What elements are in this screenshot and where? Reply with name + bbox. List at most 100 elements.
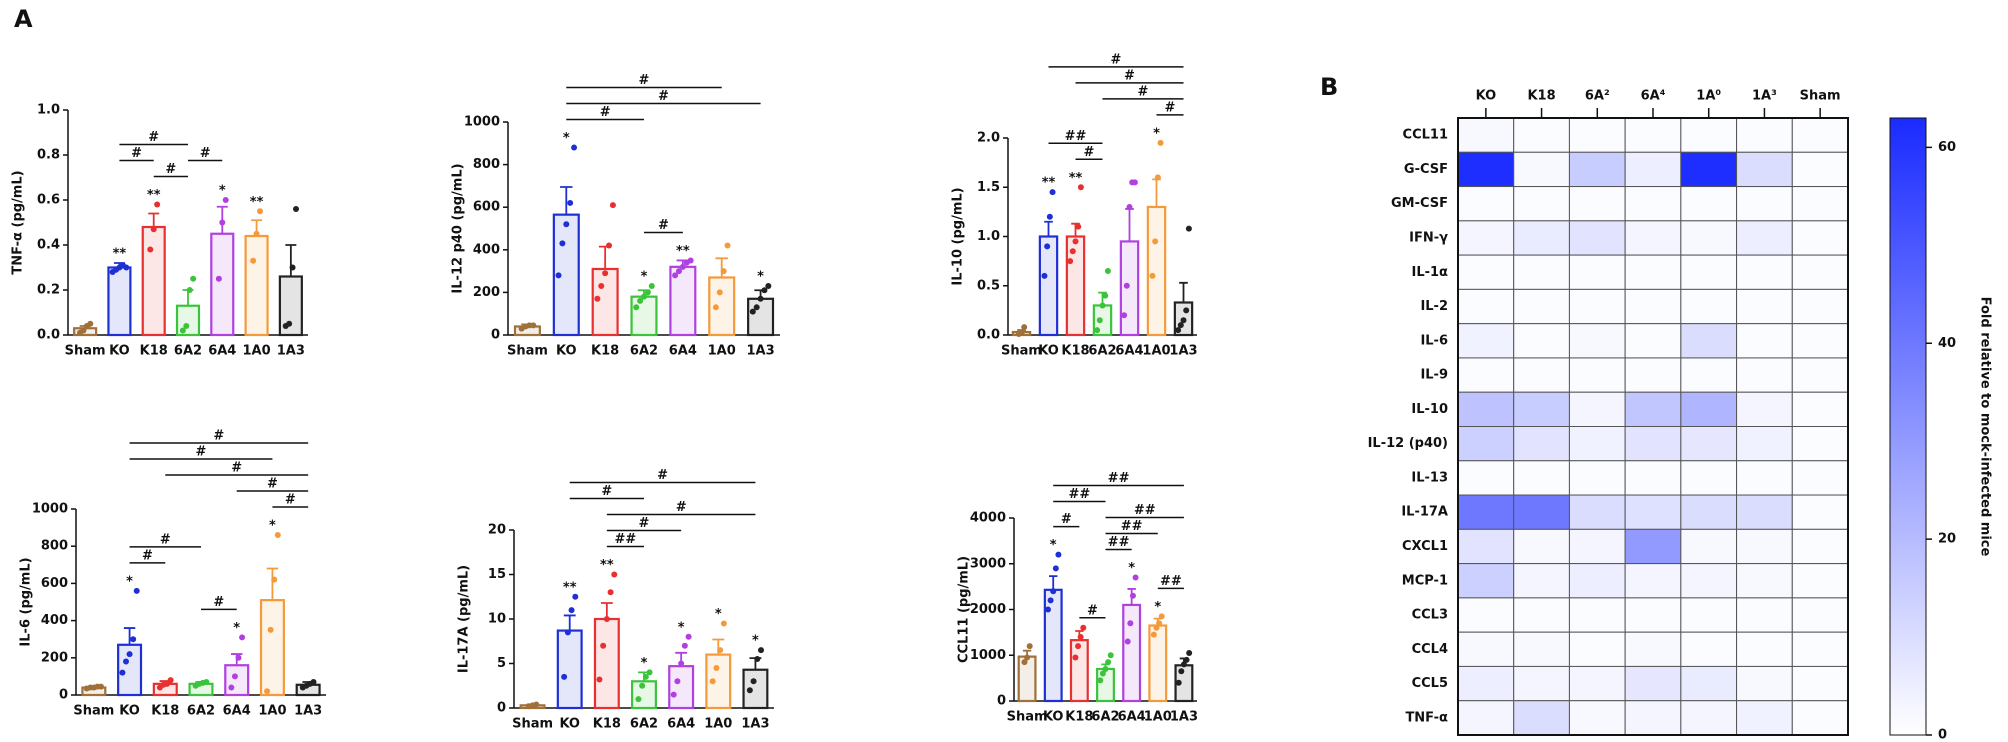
- heatmap-cell: [1568, 460, 1626, 496]
- error-bar: [598, 245, 612, 269]
- row-label: IL-12 (p40): [1368, 436, 1448, 451]
- x-tick-label: 6A2: [1091, 710, 1119, 725]
- data-point: [1178, 668, 1185, 675]
- heatmap-cell: [1457, 186, 1515, 222]
- significance-star: **: [1069, 171, 1083, 186]
- heatmap-cell: [1736, 357, 1793, 393]
- heatmap-cell: [1680, 254, 1738, 290]
- heatmap-cell: [1736, 186, 1793, 222]
- heatmap-cell: [1568, 357, 1626, 393]
- y-tick-label: 400: [41, 613, 68, 628]
- y-axis-label: IL-17A (pg/mL): [457, 565, 472, 673]
- heatmap-cell: [1513, 528, 1570, 565]
- x-tick-label: 1A0: [242, 344, 270, 359]
- data-point: [123, 658, 129, 665]
- heatmap-cell: [1791, 254, 1849, 290]
- heatmap-cell: [1457, 426, 1515, 462]
- significance-star: *: [233, 621, 240, 636]
- row-label: IL-17A: [1401, 505, 1448, 520]
- y-tick-label: 1.0: [977, 229, 1000, 244]
- bracket-label: #: [658, 89, 669, 104]
- heatmap-cell: [1457, 288, 1515, 325]
- row-label: IL-10: [1411, 402, 1448, 417]
- heatmap-cell: [1791, 357, 1849, 393]
- x-tick-label: 1A3: [294, 704, 322, 719]
- error-bar: [266, 567, 279, 601]
- heatmap-cell: [1680, 288, 1738, 325]
- heatmap-cell: [1568, 426, 1626, 462]
- data-point: [231, 673, 238, 680]
- significance-star: *: [126, 574, 133, 589]
- heatmap-cell: [1624, 117, 1682, 153]
- bracket-label: ##: [615, 532, 637, 547]
- data-point: [749, 308, 756, 315]
- heatmap-cell: [1736, 426, 1793, 462]
- bracket-label: #: [1111, 52, 1122, 67]
- colorbar-tick-label: 60: [1938, 140, 1956, 155]
- data-point: [154, 201, 161, 208]
- data-point: [561, 673, 568, 680]
- heatmap-cell: [1791, 460, 1849, 496]
- data-point: [1186, 649, 1193, 656]
- x-tick-label: 1A3: [277, 344, 305, 359]
- y-tick-label: 200: [473, 285, 500, 300]
- data-point: [164, 680, 171, 687]
- y-tick-label: 0.5: [977, 278, 1000, 293]
- data-point: [633, 304, 640, 311]
- data-point: [264, 688, 271, 695]
- data-point: [257, 208, 263, 215]
- x-tick-label: K18: [1065, 710, 1093, 725]
- row-label: IL-9: [1420, 368, 1448, 383]
- column-label: 1A⁰: [1696, 89, 1721, 104]
- x-tick-label: 6A2: [187, 704, 215, 719]
- data-point: [186, 287, 193, 293]
- data-point: [286, 320, 293, 327]
- data-point: [607, 589, 614, 596]
- error-bar: [563, 614, 576, 631]
- bracket-label: #: [601, 484, 612, 499]
- data-point: [1072, 654, 1079, 661]
- data-point: [147, 246, 154, 253]
- data-point: [571, 144, 578, 151]
- data-point: [594, 295, 601, 302]
- bar: [107, 266, 132, 337]
- x-tick-label: 6A4: [669, 344, 697, 359]
- data-point: [222, 197, 229, 203]
- heatmap-cell: [1624, 288, 1682, 325]
- heatmap-cell: [1624, 391, 1682, 428]
- data-point: [720, 620, 727, 627]
- significance-star: **: [676, 244, 690, 259]
- data-point: [1132, 574, 1139, 581]
- heatmap-cell: [1513, 117, 1570, 153]
- heatmap-cell: [1513, 220, 1570, 256]
- heatmap-cell: [1568, 700, 1626, 736]
- data-point: [555, 272, 562, 279]
- row-label: CCL5: [1412, 676, 1448, 691]
- y-axis-label: CCL11 (pg/mL): [957, 556, 972, 663]
- colorbar-tick-label: 40: [1938, 336, 1956, 351]
- data-point: [1072, 238, 1079, 245]
- data-point: [642, 673, 649, 680]
- significance-star: **: [250, 195, 264, 210]
- data-point: [1077, 633, 1084, 640]
- heatmap-cell: [1457, 563, 1515, 599]
- x-tick-label: KO: [559, 717, 580, 732]
- y-tick-label: 0.8: [37, 148, 60, 163]
- y-tick-label: 1000: [970, 648, 1006, 663]
- data-point: [1102, 665, 1109, 672]
- data-point: [219, 219, 226, 226]
- data-point: [1055, 551, 1062, 558]
- heatmap-cell: [1568, 563, 1626, 599]
- data-point: [572, 593, 579, 600]
- data-point: [1129, 592, 1136, 599]
- error-bar: [123, 627, 136, 645]
- y-tick-label: 20: [488, 523, 506, 538]
- x-tick-label: K18: [1061, 344, 1089, 359]
- data-point: [274, 532, 281, 539]
- heatmap-cell: [1568, 288, 1626, 325]
- x-tick-label: 6A4: [667, 717, 695, 732]
- x-tick-label: K18: [593, 717, 621, 732]
- significance-star: **: [1042, 176, 1056, 191]
- data-point: [1099, 670, 1106, 677]
